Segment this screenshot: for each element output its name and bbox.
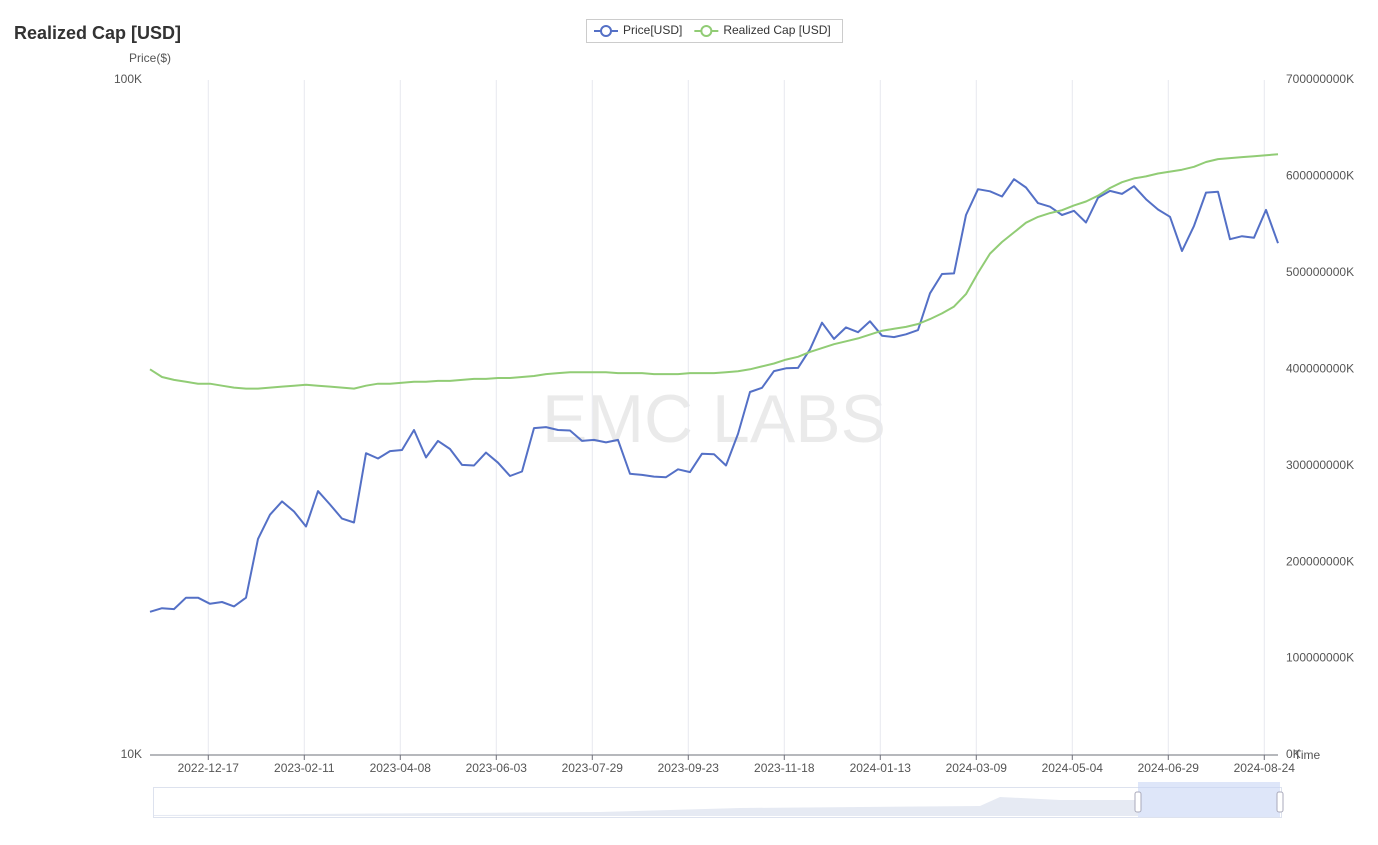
y-tick-label: 10K — [121, 747, 142, 761]
x-tick-label: 2024-08-24 — [1234, 761, 1296, 775]
data-zoom[interactable] — [153, 782, 1284, 818]
x-tick-label: 2022-12-17 — [178, 761, 240, 775]
y2-tick-label: 0K — [1286, 747, 1301, 761]
x-tick-label: 2024-01-13 — [850, 761, 912, 775]
y2-tick-label: 400000000K — [1286, 361, 1354, 375]
y2-tick-label: 500000000K — [1286, 265, 1354, 279]
zoom-preview — [154, 797, 1138, 816]
x-tick-label: 2024-03-09 — [946, 761, 1008, 775]
x-tick-label: 2023-04-08 — [370, 761, 432, 775]
x-tick-label: 2024-06-29 — [1138, 761, 1200, 775]
zoom-handle[interactable] — [1276, 791, 1284, 813]
y-axis-title: Price($) — [129, 51, 171, 65]
legend-label[interactable]: Price[USD] — [623, 23, 682, 37]
legend-icon — [700, 25, 713, 37]
y2-tick-label: 200000000K — [1286, 554, 1354, 568]
x-tick-label: 2023-09-23 — [658, 761, 720, 775]
y2-tick-label: 100000000K — [1286, 651, 1354, 665]
zoom-window[interactable] — [1138, 782, 1280, 817]
x-tick-label: 2023-06-03 — [466, 761, 528, 775]
y-tick-label: 100K — [114, 72, 142, 86]
chart-title: Realized Cap [USD] — [14, 23, 181, 43]
y2-tick-label: 300000000K — [1286, 458, 1354, 472]
series-line — [149, 153, 1279, 390]
x-axis-title: Time — [1294, 748, 1321, 762]
y2-tick-label: 700000000K — [1286, 72, 1354, 86]
series-line — [149, 178, 1279, 613]
y2-tick-label: 600000000K — [1286, 169, 1354, 183]
legend-label[interactable]: Realized Cap [USD] — [723, 23, 830, 37]
x-tick-label: 2023-02-11 — [274, 761, 335, 775]
x-tick-label: 2023-11-18 — [754, 761, 815, 775]
zoom-handle[interactable] — [1134, 791, 1142, 813]
watermark: EMC LABS — [542, 381, 886, 457]
x-tick-label: 2024-05-04 — [1042, 761, 1104, 775]
x-tick-label: 2023-07-29 — [562, 761, 624, 775]
legend-icon — [600, 25, 612, 37]
